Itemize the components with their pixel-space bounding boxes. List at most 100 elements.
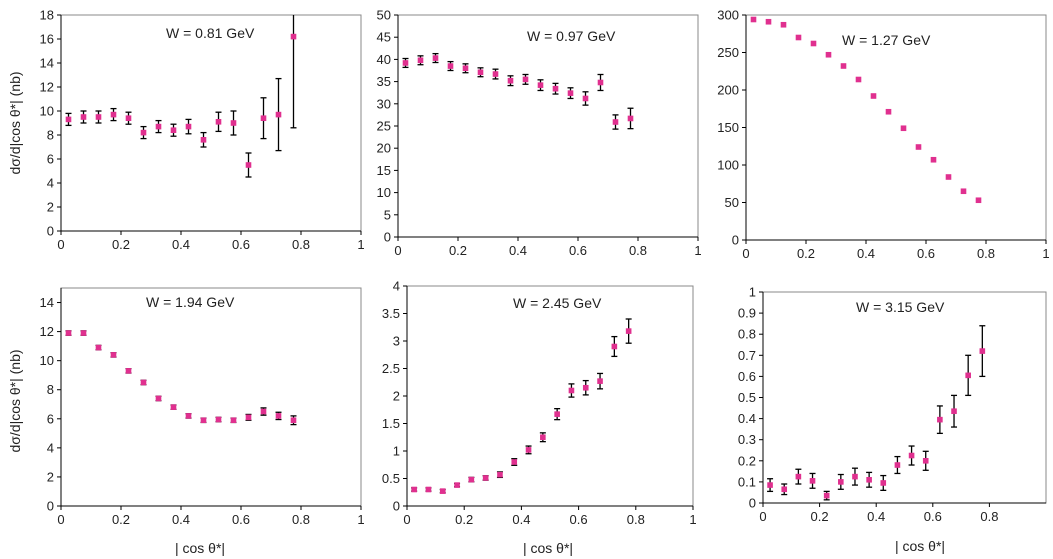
panel-3-xtick-label: 0.6 (917, 246, 935, 261)
panel-5-ytick-label: 1.5 (382, 416, 400, 431)
panel-4-ytick-label: 2 (47, 469, 54, 484)
panel-2-ytick-label: 35 (377, 74, 391, 89)
panel-5-data-point (497, 471, 503, 478)
panel-6-ytick-label: 0.9 (738, 306, 756, 321)
panel-2-data-point (447, 63, 454, 69)
panel-1-data-point (215, 119, 222, 125)
panel-5-data-point (525, 447, 532, 453)
panel-5-data-point (625, 328, 632, 334)
panel-2-xtick-label: 0.4 (509, 243, 527, 258)
panel-2-frame (397, 14, 699, 238)
panel-1-ytick-label: 0 (47, 224, 54, 239)
panel-6-xtick-label: 0.2 (811, 509, 829, 524)
panel-3-frame (745, 14, 1047, 241)
panel-1-data-point (95, 114, 102, 120)
panel-4-data-point (230, 417, 237, 424)
panel-1-annotation: W = 0.81 GeV (166, 25, 255, 41)
panel-6-data-point (838, 479, 844, 485)
panel-5-xtick-label: 0.4 (512, 512, 530, 527)
panel-2-ytick-label: 5 (384, 207, 391, 222)
panel-3-data-point (810, 40, 817, 47)
panel-4-xtick-label: 0.6 (232, 512, 250, 527)
panel-3-xtick-label: 0.4 (857, 246, 875, 261)
panel-2-ytick-label: 15 (377, 163, 391, 178)
panel-2-data-point (432, 55, 439, 61)
panel-6-data-point (951, 408, 957, 415)
panel-5-ytick-label: 0 (393, 499, 400, 514)
panel-4-data-point (200, 417, 207, 424)
panel-2-data-point (597, 79, 604, 86)
panel-6-ytick-label: 0.4 (738, 411, 756, 426)
panel-5-ytick-label: 2.5 (382, 361, 400, 376)
panel-4-annotation: W = 1.94 GeV (146, 294, 235, 310)
panel-3-data-point (750, 16, 757, 23)
panel-5-data-point (511, 459, 518, 465)
panel-3-ytick-label: 100 (717, 158, 739, 173)
panel-4-data-point (215, 416, 222, 423)
panel-2-ytick-label: 50 (377, 8, 391, 23)
panel-1-data-point (245, 162, 252, 168)
panel-3-ytick-label: 300 (717, 8, 739, 23)
panel-1-ytick-label: 12 (40, 80, 54, 95)
panel-6-data-point (894, 462, 901, 468)
panel-3-ytick-label: 150 (717, 120, 739, 135)
panel-2-ytick-label: 45 (377, 30, 391, 45)
panel-3-ytick-label: 200 (717, 83, 739, 98)
panel-5-ytick-label: 3.5 (382, 306, 400, 321)
panel-4-ylabel: dσ/d|cos θ*| (nb) (7, 349, 23, 452)
panel-2-data-point (477, 69, 484, 76)
panel-1-xtick-label: 0.8 (292, 237, 310, 252)
panel-6-xtick-label: 0.4 (867, 509, 885, 524)
panel-3-data-point (930, 156, 937, 163)
panel-1-ytick-label: 8 (47, 128, 54, 143)
panel-1-ylabel: dσ/d|cos θ*| (nb) (7, 71, 23, 174)
panel-4-data-point (125, 368, 132, 374)
panel-1-xtick-label: 0 (57, 237, 64, 252)
panel-5-ytick-label: 4 (393, 279, 400, 294)
panel-5-ytick-label: 1 (393, 444, 400, 459)
panel-2-xtick-label: 0.8 (629, 243, 647, 258)
panel-6-ytick-label: 0.8 (738, 327, 756, 342)
panel-1-ytick-label: 18 (40, 8, 54, 23)
panel-6-ytick-label: 0.3 (738, 432, 756, 447)
panel-1-data-point (80, 114, 87, 120)
panel-1-ytick-label: 2 (47, 200, 54, 215)
panel-1-data-point (125, 115, 132, 121)
panel-5-data-point (554, 411, 560, 417)
panel-6-frame (762, 291, 1047, 504)
panel-3-data-point (825, 51, 832, 58)
panel-5-data-point (411, 486, 417, 493)
panel-3-data-point (945, 174, 952, 180)
panel-4-xtick-label: 0.4 (172, 512, 190, 527)
panel-2-data-point (627, 115, 634, 122)
panel-1-frame (60, 14, 362, 232)
panel-1-data-point (260, 115, 267, 121)
panel-5-annotation: W = 2.45 GeV (513, 295, 602, 311)
panel-4-ytick-label: 8 (47, 382, 54, 397)
panel-6-ytick-label: 0.7 (738, 348, 756, 363)
panel-2-data-point (417, 57, 424, 64)
panel-4-data-point (80, 330, 87, 336)
panel-1-error-bar (290, 15, 297, 129)
panel-2-ytick-label: 30 (377, 96, 391, 111)
panel-1-xtick-label: 0.4 (172, 237, 190, 252)
panel-5-xtick-label: 1 (689, 512, 696, 527)
panel-4-data-point (95, 344, 102, 351)
panel-1-ytick-label: 16 (40, 32, 54, 47)
panel-2-ytick-label: 40 (377, 52, 391, 67)
panel-6-data-point (880, 480, 887, 486)
panel-4-xtick-label: 0.2 (112, 512, 130, 527)
panel-3-xtick-label: 0 (742, 246, 749, 261)
panel-5-data-point (482, 475, 489, 481)
panel-1-ytick-label: 14 (40, 56, 54, 71)
panel-1-data-point (230, 120, 237, 126)
panel-5-ytick-label: 0.5 (382, 471, 400, 486)
panel-2: W = 0.97 GeV 0 5 10 15 20 25 30 35 40 45 50 0 0.2 0.4… (377, 8, 702, 259)
panel-1: W = 0.81 GeV dσ/d|cos θ*| (nb) 024681012… (7, 8, 365, 253)
panel-5-data-point (582, 384, 589, 391)
panel-4-xtick-label: 0 (57, 512, 64, 527)
panel-2-ytick-label: 0 (384, 230, 391, 245)
panel-4-data-point (185, 413, 192, 419)
panel-5: W = 2.45 GeV | cos θ*| 0 0.5 1 1.5 2 2.5 3 3.5 4… (382, 279, 697, 557)
